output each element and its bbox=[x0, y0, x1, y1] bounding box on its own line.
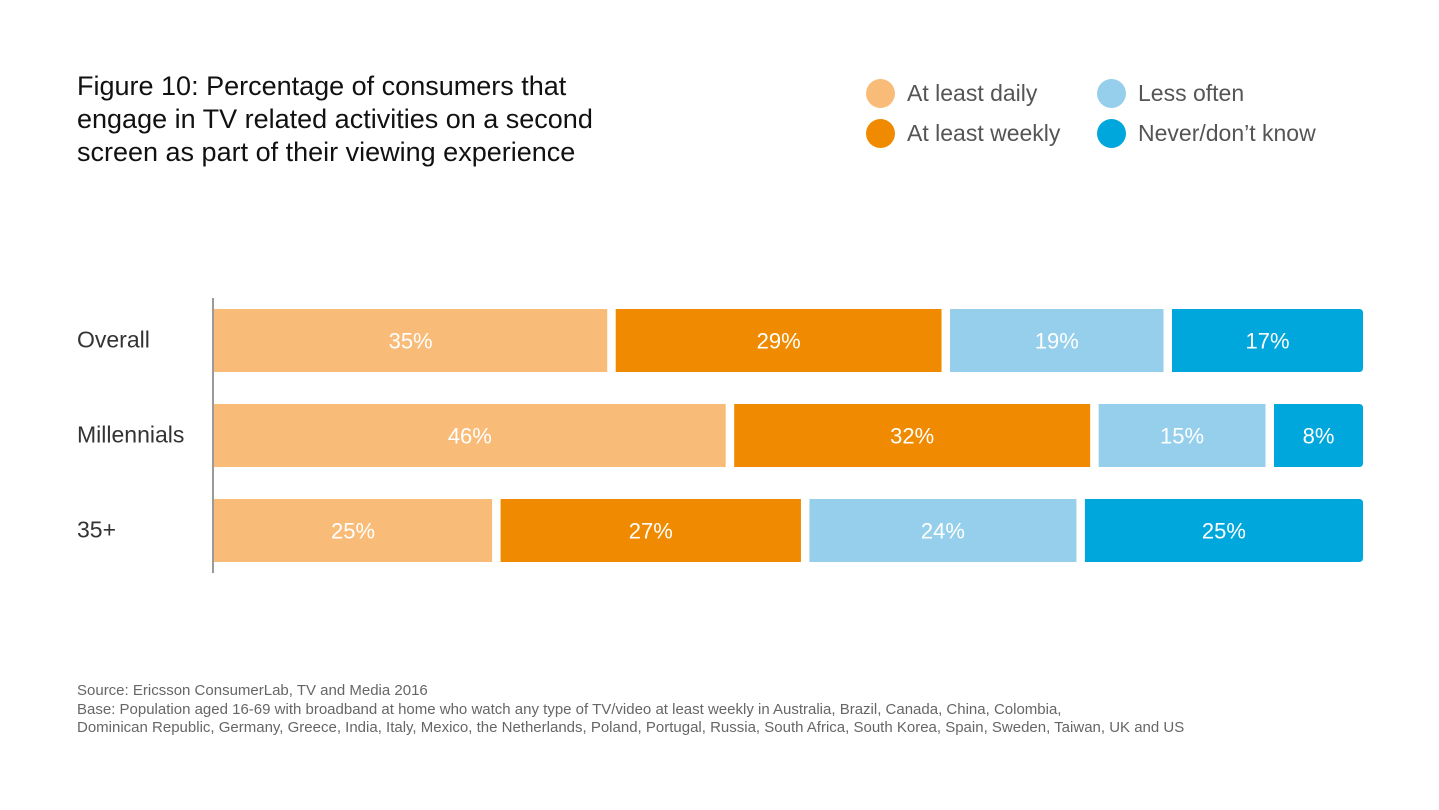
chart-title-line: Figure 10: Percentage of consumers that bbox=[77, 71, 567, 101]
legend-swatch bbox=[866, 78, 895, 108]
stacked-bar-chart: Overall 35% 29% 19% 17% Millennials 46% 32% 15% 8… bbox=[77, 298, 1363, 573]
bar-segment bbox=[214, 499, 493, 562]
bar-segment bbox=[500, 499, 801, 562]
base-note-line: Dominican Republic, Germany, Greece, Ind… bbox=[77, 719, 1185, 736]
bar-value-label: 24% bbox=[921, 519, 965, 544]
bar-value-label: 19% bbox=[1035, 329, 1079, 354]
bar-segment bbox=[615, 309, 942, 372]
bar-segment bbox=[1172, 309, 1363, 372]
legend-item-at-least-weekly: At least weekly bbox=[866, 116, 1060, 150]
bar-segment bbox=[1084, 499, 1363, 562]
bar-segment bbox=[809, 499, 1077, 562]
legend-item-never-dont-know: Never/don’t know bbox=[1097, 116, 1316, 150]
bar-segment bbox=[1274, 404, 1363, 467]
legend-item-less-often: Less often bbox=[1097, 76, 1244, 110]
category-label: 35+ bbox=[77, 517, 116, 543]
legend-label: Never/don’t know bbox=[1138, 119, 1316, 146]
bar-segment bbox=[734, 404, 1091, 467]
bar-value-label: 46% bbox=[448, 424, 492, 449]
bar-value-label: 29% bbox=[757, 329, 801, 354]
legend-label: At least weekly bbox=[907, 119, 1061, 146]
bar-value-label: 32% bbox=[890, 424, 934, 449]
legend-label: Less often bbox=[1138, 79, 1245, 106]
chart-title: Figure 10: Percentage of consumers that … bbox=[77, 70, 637, 169]
chart-title-line: engage in TV related activities on a sec… bbox=[77, 104, 593, 134]
bar-value-label: 27% bbox=[629, 519, 673, 544]
bar-value-label: 25% bbox=[331, 519, 375, 544]
bar-value-label: 8% bbox=[1303, 424, 1335, 449]
legend-swatch bbox=[1097, 118, 1126, 148]
bar-value-label: 35% bbox=[389, 329, 433, 354]
chart-title-line: screen as part of their viewing experien… bbox=[77, 137, 576, 167]
bar-value-label: 17% bbox=[1245, 329, 1289, 354]
legend-item-at-least-daily: At least daily bbox=[866, 76, 1037, 110]
bar-segment bbox=[950, 309, 1164, 372]
source-note: Source: Ericsson ConsumerLab, TV and Med… bbox=[77, 682, 428, 699]
bar-value-label: 15% bbox=[1160, 424, 1204, 449]
bar-value-label: 25% bbox=[1202, 519, 1246, 544]
bar-segment bbox=[214, 404, 726, 467]
bar-segment bbox=[1098, 404, 1266, 467]
category-label: Overall bbox=[77, 327, 150, 353]
chart-legend: At least daily At least weekly Less ofte… bbox=[866, 76, 1386, 156]
category-label: Millennials bbox=[77, 422, 184, 448]
legend-label: At least daily bbox=[907, 79, 1038, 106]
bar-segment bbox=[214, 309, 608, 372]
legend-swatch bbox=[866, 118, 895, 148]
legend-swatch bbox=[1097, 78, 1126, 108]
chart-footnote: Source: Ericsson ConsumerLab, TV and Med… bbox=[77, 682, 1377, 738]
base-note-line: Base: Population aged 16-69 with broadba… bbox=[77, 700, 1062, 718]
